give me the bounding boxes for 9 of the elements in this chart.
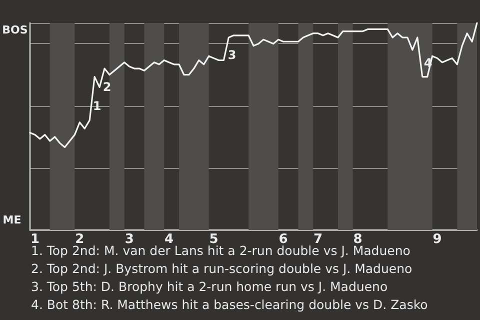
text: 4. Bot 8th: R. Matthews hit a bases-clearing double vs D. Zasko [31,297,428,312]
text: ME [2,214,22,226]
annotation: 2 [102,80,112,94]
text: 2. Top 2nd: J. Bystrom hit a run-scoring double vs J. Madueno [31,261,412,276]
annotation: 3 [228,48,236,62]
text: BOS [2,24,28,36]
annotation: 1 [92,99,102,113]
text: 3. Top 5th: D. Brophy hit a 2-run home run vs J. Madueno [31,279,388,294]
x-tick-label: 9 [432,232,442,247]
